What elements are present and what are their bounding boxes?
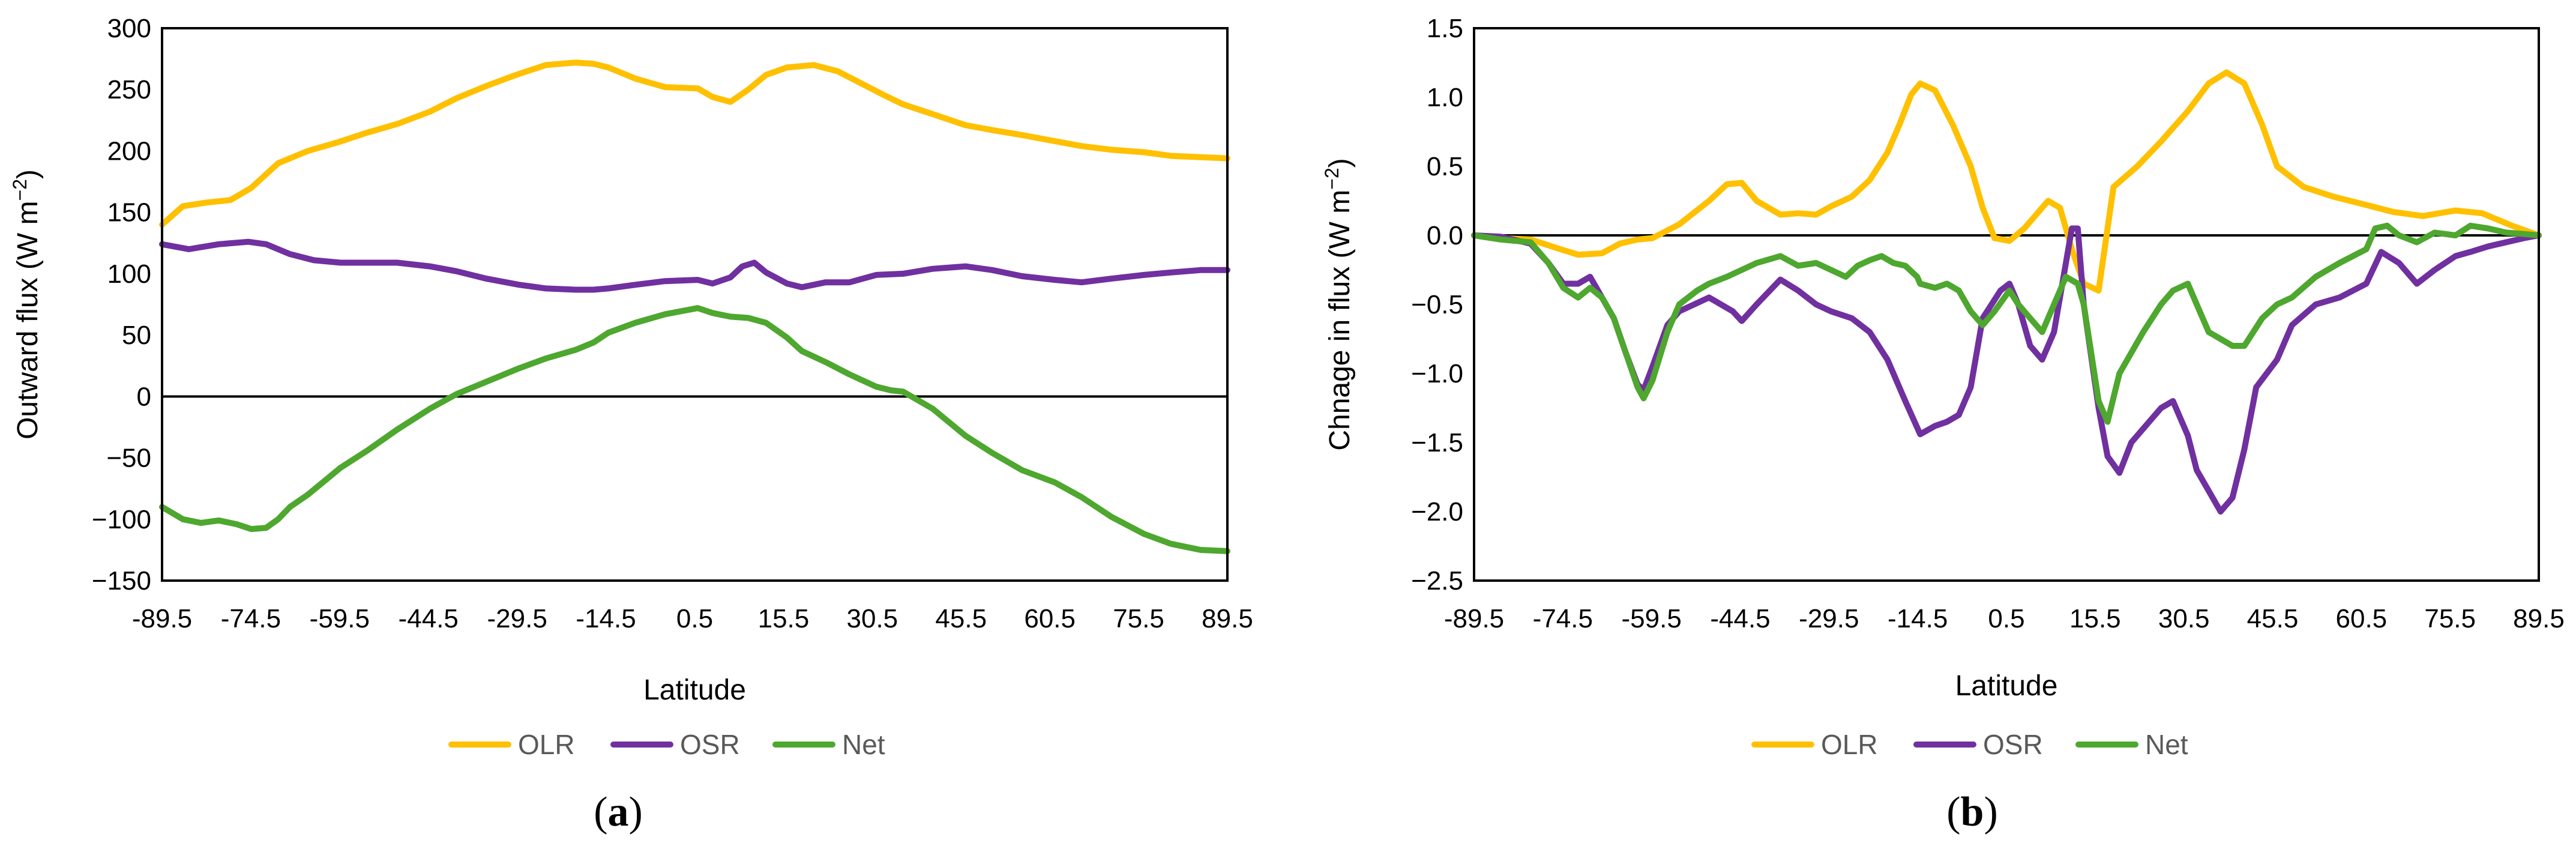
panel-b-x-tick-label: -59.5 bbox=[1622, 604, 1682, 633]
panel-a-legend-label-osr: OSR bbox=[680, 729, 740, 760]
panel-a-x-tick-label: -74.5 bbox=[221, 604, 281, 633]
panel-a-series-line-osr bbox=[159, 238, 1230, 293]
panel-b-legend: OLR OSR Net bbox=[1751, 729, 2188, 760]
panel-b-y-tick-label: 0.0 bbox=[1427, 221, 1463, 250]
panel-b-series-group bbox=[1471, 69, 2542, 515]
panel-b-x-tick-label: 45.5 bbox=[2247, 604, 2299, 633]
panel-b-x-tick-label: 30.5 bbox=[2158, 604, 2210, 633]
panel-b-x-axis-title: Latitude bbox=[1955, 670, 2058, 702]
panel-b-series-line-net bbox=[1471, 222, 2542, 425]
panel-a-x-tick-label: -29.5 bbox=[487, 604, 547, 633]
panel-a-x-tick-label: 75.5 bbox=[1113, 604, 1164, 633]
panel-a-y-axis-title-close: ) bbox=[12, 169, 44, 179]
panel-a-x-tick-label: 30.5 bbox=[847, 604, 898, 633]
panel-b-y-axis-title: Chnage in flux (W m−2) bbox=[1321, 158, 1356, 450]
chart-panel-a: 300 250 200 150 100 50 0 −50 −100 −150 -89.5 -74.5… bbox=[9, 14, 1253, 835]
panel-a-y-tick-label: 50 bbox=[122, 321, 151, 350]
panel-a-y-tick-label: 100 bbox=[107, 259, 151, 289]
panel-b-y-tick-label: −0.5 bbox=[1411, 290, 1463, 319]
panel-a-legend: OLR OSR Net bbox=[448, 729, 885, 760]
panel-b-legend-label-olr: OLR bbox=[1821, 729, 1878, 760]
panel-a-x-tick-label: 60.5 bbox=[1024, 604, 1076, 633]
panel-b-x-tick-label: -89.5 bbox=[1444, 604, 1504, 633]
panel-a-x-axis-title: Latitude bbox=[643, 674, 746, 706]
panel-b-x-tick-label: -74.5 bbox=[1533, 604, 1593, 633]
panel-b-x-tick-label: 89.5 bbox=[2513, 604, 2565, 633]
panel-b-y-tick-label: −1.0 bbox=[1411, 359, 1463, 388]
panel-a-y-tick-label: 300 bbox=[107, 14, 151, 43]
panel-b-label-letter: b bbox=[1961, 789, 1984, 835]
panel-a-y-tick-label: −100 bbox=[92, 505, 151, 534]
panel-b-y-tick-label: 1.5 bbox=[1427, 14, 1463, 43]
panel-b-x-tick-label: 60.5 bbox=[2336, 604, 2388, 633]
panel-b-y-tick-label: −1.5 bbox=[1411, 428, 1463, 458]
panel-a-x-tick-label: 45.5 bbox=[935, 604, 987, 633]
panel-a-label: (a) bbox=[594, 789, 643, 835]
panel-a-legend-label-net: Net bbox=[842, 729, 885, 760]
panel-b-series-line-osr bbox=[1471, 225, 2542, 515]
panel-b-x-tick-label: -44.5 bbox=[1710, 604, 1770, 633]
panel-a-x-tick-label: -89.5 bbox=[132, 604, 192, 633]
panel-b-legend-label-osr: OSR bbox=[1983, 729, 2043, 760]
panel-a-series-line-olr bbox=[159, 59, 1230, 228]
panel-b-y-tick-label: 0.5 bbox=[1427, 152, 1463, 181]
panel-a-y-tick-label: 200 bbox=[107, 136, 151, 166]
panel-b-plot-frame bbox=[1473, 27, 2540, 582]
panel-a-x-tick-label: -59.5 bbox=[310, 604, 370, 633]
panel-b-y-tick-label: −2.5 bbox=[1411, 566, 1463, 596]
panel-b-x-tick-label: -14.5 bbox=[1888, 604, 1948, 633]
panel-a-x-tick-label: -44.5 bbox=[399, 604, 459, 633]
panel-b-y-axis-title-superscript: −2 bbox=[1321, 168, 1343, 189]
panel-a-label-open: ( bbox=[594, 789, 607, 835]
panel-a-x-tick-label: 89.5 bbox=[1202, 604, 1253, 633]
panel-a-y-tick-label: 150 bbox=[107, 198, 151, 228]
panel-a-y-tick-label: −150 bbox=[92, 566, 151, 596]
panel-b-y-ticks: 1.5 1.0 0.5 0.0 −0.5 −1.0 −1.5 −2.0 −2.5 bbox=[1411, 14, 1463, 596]
chart-panel-b: 1.5 1.0 0.5 0.0 −0.5 −1.0 −1.5 −2.0 −2.5 -89.5 -7… bbox=[1321, 14, 2565, 835]
panel-b-x-tick-label: 75.5 bbox=[2424, 604, 2476, 633]
panel-b-y-axis-title-text: Chnage in flux (W m bbox=[1324, 190, 1356, 451]
panel-a-x-tick-label: 15.5 bbox=[758, 604, 810, 633]
panel-b-x-tick-label: 15.5 bbox=[2069, 604, 2121, 633]
panel-b-x-tick-label: -29.5 bbox=[1799, 604, 1859, 633]
panel-a-y-axis-title-text: Outward flux (W m bbox=[12, 201, 44, 440]
panel-a-legend-label-olr: OLR bbox=[518, 729, 575, 760]
panel-b-label: (b) bbox=[1946, 789, 1998, 835]
panel-a-label-letter: a bbox=[608, 789, 629, 835]
panel-b-legend-label-net: Net bbox=[2145, 729, 2188, 760]
panel-a-x-tick-label: -14.5 bbox=[576, 604, 636, 633]
panel-b-x-ticks: -89.5 -74.5 -59.5 -44.5 -29.5 -14.5 0.5 15.5 30.… bbox=[1444, 604, 2565, 633]
panel-a-y-tick-label: 0 bbox=[137, 382, 151, 411]
panel-b-y-axis-title-close: ) bbox=[1324, 158, 1356, 168]
panel-a-y-axis-title-superscript: −2 bbox=[9, 179, 31, 201]
panel-a-series-group bbox=[159, 59, 1230, 554]
panel-a-y-ticks: 300 250 200 150 100 50 0 −50 −100 −150 bbox=[92, 14, 151, 596]
panel-a-x-tick-label: 0.5 bbox=[676, 604, 713, 633]
panel-b-y-tick-label: −2.0 bbox=[1411, 497, 1463, 527]
panel-a-label-close: ) bbox=[629, 789, 643, 835]
panel-a-plot-frame bbox=[161, 27, 1229, 582]
panel-b-label-open: ( bbox=[1946, 789, 1960, 835]
panel-a-y-tick-label: −50 bbox=[106, 444, 151, 473]
panel-a-y-tick-label: 250 bbox=[107, 75, 151, 104]
panel-a-y-axis-title: Outward flux (W m−2) bbox=[9, 169, 44, 440]
panel-b-x-tick-label: 0.5 bbox=[1988, 604, 2024, 633]
panel-b-y-tick-label: 1.0 bbox=[1427, 83, 1463, 112]
panel-b-label-close: ) bbox=[1984, 789, 1997, 835]
panel-a-series-line-net bbox=[159, 305, 1230, 554]
panel-a-x-ticks: -89.5 -74.5 -59.5 -44.5 -29.5 -14.5 0.5 15.5 30.… bbox=[132, 604, 1253, 633]
panel-b-series-line-olr bbox=[1471, 69, 2542, 294]
